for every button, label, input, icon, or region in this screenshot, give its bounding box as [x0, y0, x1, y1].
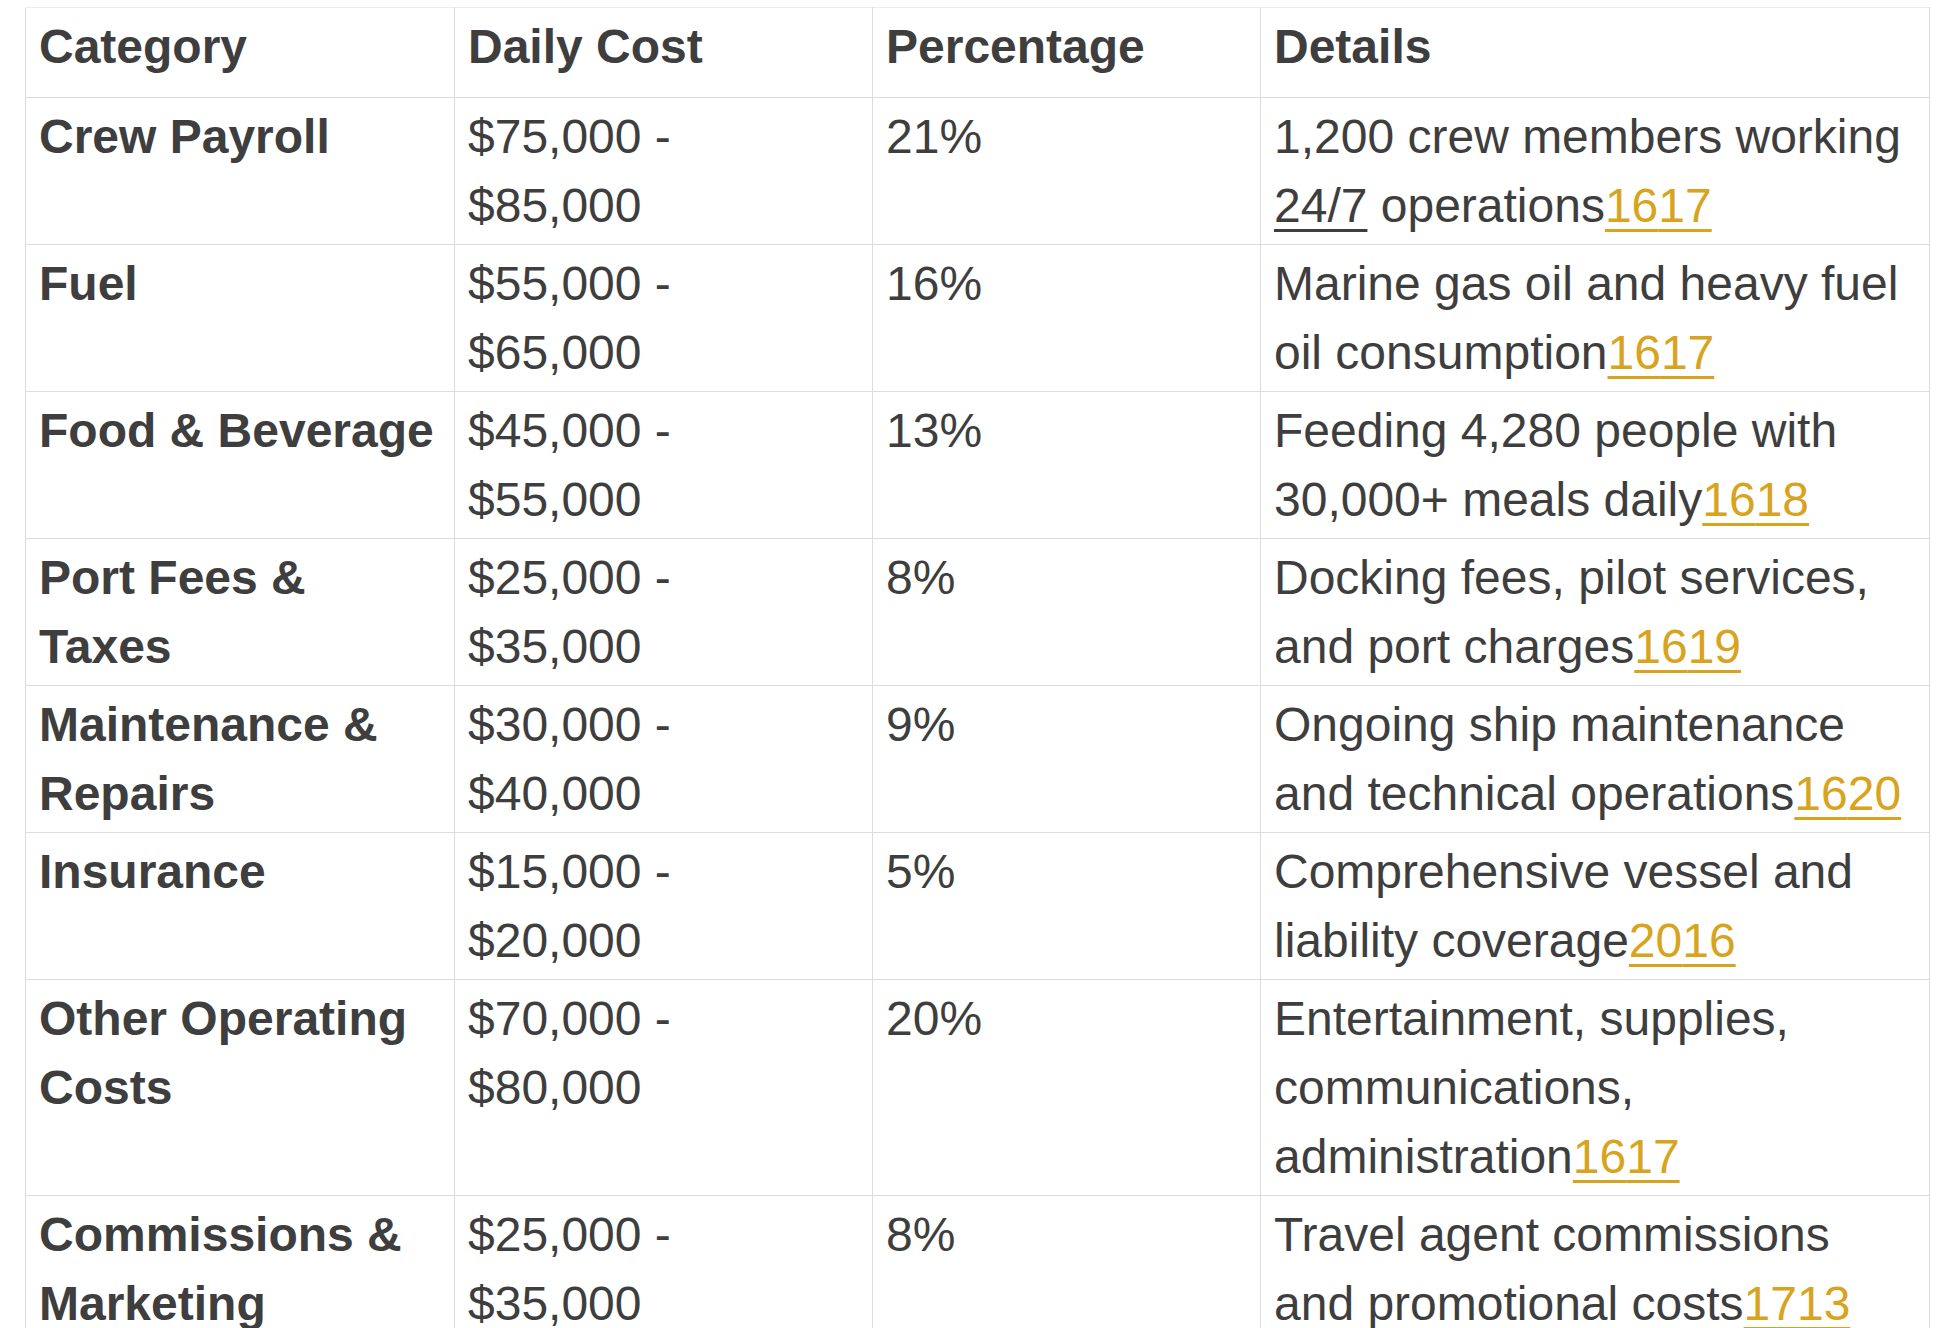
percentage-cell: 8% [873, 1196, 1261, 1328]
daily-cost-cell: $70,000 - $80,000 [455, 980, 873, 1196]
citation-link[interactable]: 16 [1608, 326, 1661, 379]
table-row: Food & Beverage$45,000 - $55,00013%Feedi… [26, 392, 1930, 539]
citation-link[interactable]: 16 [1573, 1130, 1626, 1183]
table-row: Crew Payroll$75,000 - $85,00021%1,200 cr… [26, 98, 1930, 245]
underlined-text: 24/7 [1274, 179, 1367, 232]
table-row: Commissions & Marketing$25,000 - $35,000… [26, 1196, 1930, 1328]
details-text: Docking fees, pilot services, and port c… [1274, 551, 1869, 673]
citation-link[interactable]: 16 [1702, 473, 1755, 526]
column-header-category: Category [26, 8, 455, 98]
percentage-cell: 20% [873, 980, 1261, 1196]
column-header-percentage: Percentage [873, 8, 1261, 98]
category-cell: Fuel [26, 245, 455, 392]
details-text: Comprehensive vessel and liability cover… [1274, 845, 1853, 967]
citation-link[interactable]: 20 [1629, 914, 1682, 967]
details-cell: Feeding 4,280 people with 30,000+ meals … [1261, 392, 1930, 539]
table-row: Insurance$15,000 - $20,0005%Comprehensiv… [26, 833, 1930, 980]
table-row: Other Operating Costs$70,000 - $80,00020… [26, 980, 1930, 1196]
details-cell: 1,200 crew members working 24/7 operatio… [1261, 98, 1930, 245]
percentage-cell: 16% [873, 245, 1261, 392]
category-cell: Commissions & Marketing [26, 1196, 455, 1328]
citation-link[interactable]: 16 [1682, 914, 1735, 967]
percentage-cell: 21% [873, 98, 1261, 245]
details-text: 1,200 crew members working [1274, 110, 1901, 163]
details-cell: Marine gas oil and heavy fuel oil consum… [1261, 245, 1930, 392]
category-cell: Insurance [26, 833, 455, 980]
details-cell: Ongoing ship maintenance and technical o… [1261, 686, 1930, 833]
citation-link[interactable]: 16 [1605, 179, 1658, 232]
column-header-details: Details [1261, 8, 1930, 98]
citation-link[interactable]: 18 [1756, 473, 1809, 526]
citation-link[interactable]: 16 [1794, 767, 1847, 820]
column-header-daily-cost: Daily Cost [455, 8, 873, 98]
details-cell: Comprehensive vessel and liability cover… [1261, 833, 1930, 980]
table-header-row: CategoryDaily CostPercentageDetails [26, 8, 1930, 98]
percentage-cell: 13% [873, 392, 1261, 539]
percentage-cell: 8% [873, 539, 1261, 686]
daily-cost-cell: $55,000 - $65,000 [455, 245, 873, 392]
daily-cost-cell: $25,000 - $35,000 [455, 1196, 873, 1328]
category-cell: Other Operating Costs [26, 980, 455, 1196]
citation-link[interactable]: 19 [1688, 620, 1741, 673]
citation-link[interactable]: 17 [1658, 179, 1711, 232]
details-text: Entertainment, supplies, communications,… [1274, 992, 1789, 1183]
details-cell: Travel agent commissions and promotional… [1261, 1196, 1930, 1328]
daily-cost-cell: $75,000 - $85,000 [455, 98, 873, 245]
daily-cost-cell: $30,000 - $40,000 [455, 686, 873, 833]
citation-link[interactable]: 20 [1848, 767, 1901, 820]
category-cell: Crew Payroll [26, 98, 455, 245]
category-cell: Port Fees & Taxes [26, 539, 455, 686]
table-row: Fuel$55,000 - $65,00016%Marine gas oil a… [26, 245, 1930, 392]
details-text: Ongoing ship maintenance and technical o… [1274, 698, 1845, 820]
category-cell: Food & Beverage [26, 392, 455, 539]
details-text: Marine gas oil and heavy fuel oil consum… [1274, 257, 1898, 379]
table-row: Port Fees & Taxes$25,000 - $35,0008%Dock… [26, 539, 1930, 686]
table-row: Maintenance & Repairs$30,000 - $40,0009%… [26, 686, 1930, 833]
daily-operating-cost-table: CategoryDaily CostPercentageDetails Crew… [25, 7, 1930, 1328]
citation-link[interactable]: 16 [1634, 620, 1687, 673]
daily-cost-cell: $15,000 - $20,000 [455, 833, 873, 980]
daily-cost-cell: $45,000 - $55,000 [455, 392, 873, 539]
citation-link[interactable]: 17 [1626, 1130, 1679, 1183]
percentage-cell: 9% [873, 686, 1261, 833]
details-text: operations [1367, 179, 1605, 232]
details-cell: Docking fees, pilot services, and port c… [1261, 539, 1930, 686]
details-cell: Entertainment, supplies, communications,… [1261, 980, 1930, 1196]
category-cell: Maintenance & Repairs [26, 686, 455, 833]
citation-link[interactable]: 13 [1797, 1277, 1850, 1328]
citation-link[interactable]: 17 [1744, 1277, 1797, 1328]
daily-cost-cell: $25,000 - $35,000 [455, 539, 873, 686]
citation-link[interactable]: 17 [1661, 326, 1714, 379]
percentage-cell: 5% [873, 833, 1261, 980]
